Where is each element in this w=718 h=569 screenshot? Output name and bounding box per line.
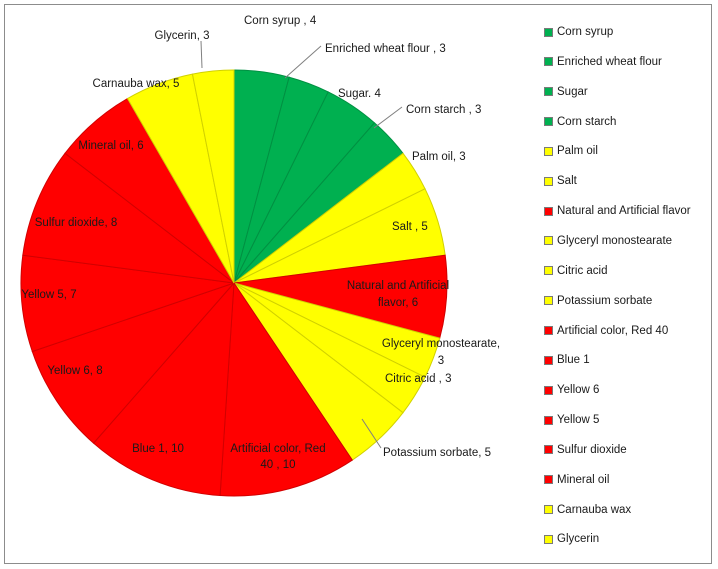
legend-swatch	[544, 475, 553, 485]
data-label-blue-1: Blue 1, 10	[132, 443, 184, 455]
legend-label: Palm oil	[557, 145, 598, 158]
data-labels: Corn syrup , 4 Enriched wheat flour , 3 Su…	[21, 15, 500, 471]
legend-label: Natural and Artificial flavor	[557, 205, 691, 218]
legend-swatch	[544, 206, 553, 216]
legend-item-enriched-wheat-flour: Enriched wheat flour	[544, 54, 662, 70]
legend-label: Mineral oil	[557, 473, 610, 486]
legend-label: Yellow 5	[557, 414, 600, 427]
leader-line-glycerin	[200, 40, 203, 69]
legend-swatch	[544, 326, 553, 335]
pie-slice-yellow-6[interactable]	[31, 281, 236, 444]
data-label-glyceryl-monostearate: Glyceryl monostearate, 3	[382, 338, 500, 367]
pie-slice-yellow-5[interactable]	[20, 254, 235, 353]
data-label-enriched-wheat-flour: Enriched wheat flour , 3	[325, 43, 446, 55]
legend-label: Potassium sorbate	[557, 294, 653, 307]
pie-slice-blue-1[interactable]	[92, 281, 235, 497]
data-label-artificial-color-red-40: Artificial color, Red 40 , 10	[230, 443, 325, 471]
pie-chart: Corn syrup , 4 Enriched wheat flour , 3 Su…	[20, 15, 500, 497]
legend-item-corn-starch: Corn starch	[544, 114, 616, 130]
legend-item-natural-and-artificial-flavor: Natural and Artificial flavor	[544, 203, 691, 219]
leader-line-potassium-sorbate	[361, 418, 382, 449]
legend-label: Artificial color, Red 40	[557, 324, 669, 337]
legend-swatch	[544, 236, 553, 246]
legend-item-yellow-5: Yellow 5	[544, 412, 599, 428]
legend-item-potassium-sorbate: Potassium sorbate	[544, 293, 652, 309]
leader-line-corn-starch	[373, 106, 403, 129]
data-label-salt: Salt , 5	[392, 221, 428, 233]
legend-label: Enriched wheat flour	[557, 55, 662, 68]
data-label-glycerin: Glycerin, 3	[155, 30, 210, 42]
legend-item-carnauba-wax: Carnauba wax	[544, 502, 631, 518]
legend-swatch	[544, 505, 553, 515]
legend-swatch	[544, 117, 553, 127]
legend-label: Blue 1	[557, 354, 590, 367]
data-label-sugar: Sugar. 4	[338, 88, 381, 100]
legend-swatch	[544, 445, 553, 455]
legend-item-yellow-6: Yellow 6	[544, 382, 599, 398]
legend-label: Glyceryl monostearate	[557, 234, 673, 247]
data-label-yellow-6: Yellow 6, 8	[47, 365, 102, 377]
data-label-natural-and-artificial-flavor: Natural and Artificial flavor, 6	[347, 280, 449, 309]
legend-label: Glycerin	[557, 533, 600, 546]
pie-slice-sulfur-dioxide[interactable]	[22, 152, 236, 284]
data-label-palm-oil: Palm oil, 3	[412, 151, 466, 163]
data-label-corn-starch: Corn starch , 3	[406, 104, 481, 116]
legend-swatch	[544, 415, 553, 425]
legend-item-glyceryl-monostearate: Glyceryl monostearate	[544, 233, 672, 249]
legend-label: Salt	[557, 175, 577, 188]
legend-swatch	[544, 176, 553, 186]
chart-area: Corn syrup , 4 Enriched wheat flour , 3 Su…	[4, 4, 712, 564]
data-label-citric-acid: Citric acid , 3	[385, 373, 451, 385]
data-label-potassium-sorbate: Potassium sorbate, 5	[383, 447, 491, 459]
legend-label: Corn syrup	[557, 26, 614, 38]
legend-swatch	[544, 355, 553, 365]
legend-swatch	[544, 266, 553, 276]
pie-slices	[20, 69, 448, 497]
leader-lines	[200, 40, 403, 449]
legend-label: Corn starch	[557, 115, 617, 128]
pie-slice-glycerin[interactable]	[191, 69, 235, 284]
legend-item-sugar: Sugar	[544, 84, 588, 100]
data-label-mineral-oil: Mineral oil, 6	[78, 140, 143, 152]
legend-label: Carnauba wax	[557, 503, 632, 516]
legend-label: Citric acid	[557, 264, 608, 277]
legend-label: Sulfur dioxide	[557, 443, 627, 456]
legend-item-blue-1: Blue 1	[544, 352, 590, 368]
data-label-yellow-5: Yellow 5, 7	[21, 289, 76, 301]
legend-item-mineral-oil: Mineral oil	[544, 472, 609, 488]
legend-item-glycerin: Glycerin	[544, 531, 599, 547]
legend-label: Yellow 6	[557, 384, 600, 397]
legend-swatch	[544, 146, 553, 156]
pie-slice-artificial-color-red-40[interactable]	[219, 281, 354, 497]
legend-swatch	[544, 87, 553, 97]
data-label-sulfur-dioxide: Sulfur dioxide, 8	[35, 217, 117, 229]
legend-item-citric-acid: Citric acid	[544, 263, 607, 279]
legend-swatch	[544, 385, 553, 395]
legend-swatch	[544, 296, 553, 306]
legend-swatch	[544, 27, 553, 37]
legend-swatch	[544, 534, 553, 544]
data-label-corn-syrup: Corn syrup , 4	[244, 15, 317, 27]
legend-item-palm-oil: Palm oil	[544, 143, 598, 159]
legend-item-corn-syrup: Corn syrup	[544, 24, 613, 40]
legend-item-sulfur-dioxide: Sulfur dioxide	[544, 442, 627, 458]
legend-label: Sugar	[557, 85, 588, 98]
legend-item-artificial-color-red-40: Artificial color, Red 40	[544, 323, 668, 339]
legend-swatch	[544, 57, 553, 67]
data-label-carnauba-wax: Carnauba wax, 5	[93, 78, 180, 90]
legend-item-salt: Salt	[544, 173, 577, 189]
leader-line-enriched-wheat-flour	[284, 45, 322, 79]
